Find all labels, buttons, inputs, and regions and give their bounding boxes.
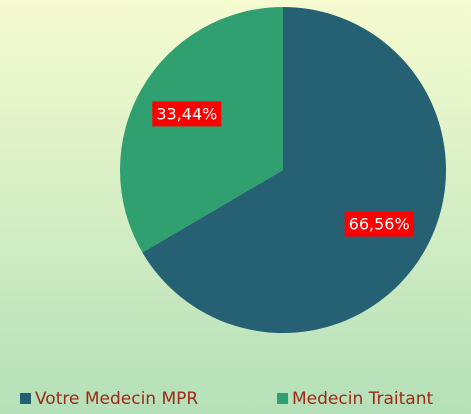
legend-swatch [277, 393, 288, 404]
pie-slice [119, 7, 283, 253]
legend-label: Votre Medecin MPR [35, 389, 198, 409]
data-label: 33,44% [156, 104, 217, 123]
pie-slice [142, 7, 446, 333]
data-label-box [344, 211, 414, 237]
legend-swatch [20, 393, 31, 404]
data-label-box [152, 101, 222, 127]
legend-label: Medecin Traitant [292, 389, 433, 409]
data-label: 66,56% [349, 215, 410, 234]
